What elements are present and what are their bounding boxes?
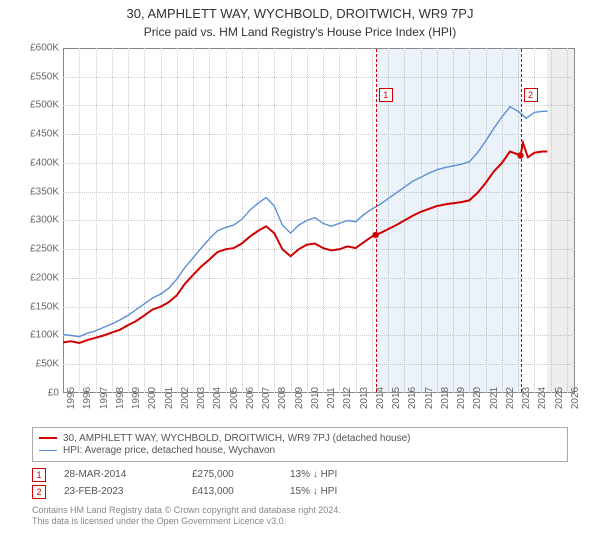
x-axis-label: 2003 — [196, 387, 207, 409]
series-line-hpi_wychavon — [63, 107, 547, 337]
x-axis-label: 2017 — [424, 387, 435, 409]
x-axis-label: 2010 — [310, 387, 321, 409]
x-axis-label: 2015 — [391, 387, 402, 409]
y-axis-label: £50K — [15, 359, 59, 370]
x-axis-label: 2014 — [375, 387, 386, 409]
sale-marker-line — [376, 49, 377, 392]
y-axis-label: £250K — [15, 244, 59, 255]
x-axis-label: 2020 — [472, 387, 483, 409]
sale-hpi-diff: 15% ↓ HPI — [290, 486, 380, 497]
sale-hpi-diff: 13% ↓ HPI — [290, 469, 380, 480]
x-axis-label: 2011 — [326, 387, 337, 409]
x-axis-label: 2005 — [229, 387, 240, 409]
x-axis-label: 2000 — [147, 387, 158, 409]
x-axis-label: 2004 — [212, 387, 223, 409]
x-axis-label: 1999 — [131, 387, 142, 409]
y-axis-label: £600K — [15, 42, 59, 53]
y-axis-label: £550K — [15, 71, 59, 82]
chart-subtitle: Price paid vs. HM Land Registry's House … — [0, 25, 600, 39]
y-axis-label: £200K — [15, 272, 59, 283]
x-axis-label: 2013 — [359, 387, 370, 409]
legend: 30, AMPHLETT WAY, WYCHBOLD, DROITWICH, W… — [32, 427, 568, 462]
x-axis-label: 2008 — [277, 387, 288, 409]
x-axis-label: 2021 — [489, 387, 500, 409]
sale-marker-line — [521, 49, 522, 392]
y-axis-label: £500K — [15, 100, 59, 111]
x-axis-label: 1995 — [66, 387, 77, 409]
footer-attribution: Contains HM Land Registry data © Crown c… — [32, 505, 568, 528]
chart-title: 30, AMPHLETT WAY, WYCHBOLD, DROITWICH, W… — [0, 6, 600, 23]
x-axis-label: 2009 — [294, 387, 305, 409]
x-axis-label: 2006 — [245, 387, 256, 409]
y-axis-label: £450K — [15, 129, 59, 140]
sale-price: £413,000 — [192, 486, 272, 497]
legend-label: HPI: Average price, detached house, Wych… — [63, 445, 275, 456]
legend-item: HPI: Average price, detached house, Wych… — [39, 445, 561, 456]
x-axis-label: 2023 — [521, 387, 532, 409]
sale-date: 28-MAR-2014 — [64, 469, 174, 480]
y-axis-label: £150K — [15, 301, 59, 312]
x-axis-label: 2026 — [570, 387, 581, 409]
x-axis-label: 2018 — [440, 387, 451, 409]
y-axis-label: £100K — [15, 330, 59, 341]
y-axis-label: £300K — [15, 215, 59, 226]
x-axis-label: 1997 — [99, 387, 110, 409]
footer-line-1: Contains HM Land Registry data © Crown c… — [32, 505, 568, 516]
x-axis-label: 2007 — [261, 387, 272, 409]
sale-date: 23-FEB-2023 — [64, 486, 174, 497]
sale-row: 1 28-MAR-2014 £275,000 13% ↓ HPI — [32, 468, 568, 482]
y-axis-label: £400K — [15, 157, 59, 168]
line-plot — [63, 48, 575, 393]
legend-item: 30, AMPHLETT WAY, WYCHBOLD, DROITWICH, W… — [39, 433, 561, 444]
x-axis-label: 2019 — [456, 387, 467, 409]
y-axis-label: £350K — [15, 186, 59, 197]
footer-line-2: This data is licensed under the Open Gov… — [32, 516, 568, 527]
x-axis-label: 2012 — [342, 387, 353, 409]
x-axis-label: 2024 — [537, 387, 548, 409]
x-axis-label: 2016 — [407, 387, 418, 409]
x-axis-label: 2022 — [505, 387, 516, 409]
x-axis-label: 1998 — [115, 387, 126, 409]
sale-row-badge: 2 — [32, 485, 46, 499]
legend-label: 30, AMPHLETT WAY, WYCHBOLD, DROITWICH, W… — [63, 433, 411, 444]
legend-swatch — [39, 437, 57, 439]
x-axis-label: 2025 — [554, 387, 565, 409]
chart-area: 1 2 £0 £50K £100K £150K £200K £250K £300K £350K £… — [15, 43, 585, 423]
series-line-property_price — [63, 143, 547, 343]
x-axis-label: 2002 — [180, 387, 191, 409]
sale-marker-badge: 1 — [379, 88, 393, 102]
x-axis-label: 1996 — [82, 387, 93, 409]
legend-swatch — [39, 450, 57, 451]
sale-row: 2 23-FEB-2023 £413,000 15% ↓ HPI — [32, 485, 568, 499]
sale-marker-badge: 2 — [524, 88, 538, 102]
sale-row-badge: 1 — [32, 468, 46, 482]
x-axis-label: 2001 — [164, 387, 175, 409]
sale-price: £275,000 — [192, 469, 272, 480]
y-axis-label: £0 — [15, 387, 59, 398]
sales-table: 1 28-MAR-2014 £275,000 13% ↓ HPI 2 23-FEB-202… — [32, 468, 568, 499]
